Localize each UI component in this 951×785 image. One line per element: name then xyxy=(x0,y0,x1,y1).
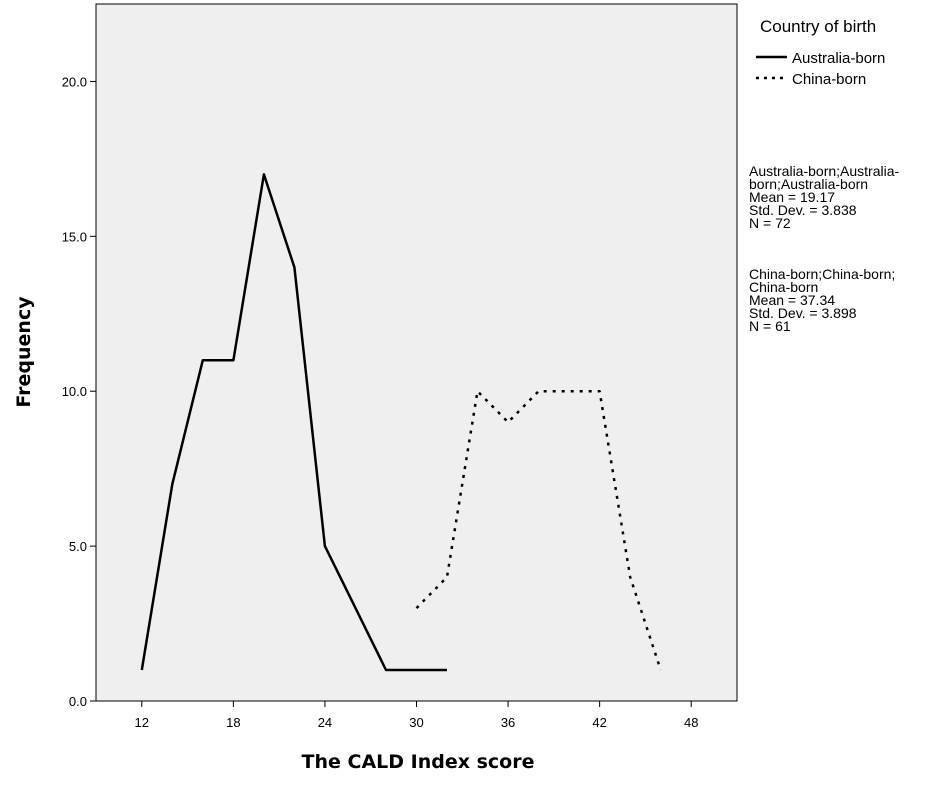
x-tick-label: 48 xyxy=(684,715,698,730)
x-tick-label: 36 xyxy=(501,715,515,730)
stats-mean: Mean = 19.17 xyxy=(749,189,836,205)
stats-box-china-born: China-born;China-born; China-born Mean =… xyxy=(749,266,949,334)
stats-line: Australia-born;Australia- xyxy=(749,163,900,179)
y-tick-label: 20.0 xyxy=(62,74,87,89)
y-tick-label: 5.0 xyxy=(69,539,87,554)
y-tick-label: 15.0 xyxy=(62,229,87,244)
x-tick-label: 24 xyxy=(318,715,332,730)
legend-title: Country of birth xyxy=(760,17,876,36)
stats-line: China-born;China-born; xyxy=(749,266,896,282)
legend: Country of birth Australia-born China-bo… xyxy=(756,17,885,88)
legend-label-china-born: China-born xyxy=(792,71,866,88)
stats-line: born;Australia-born xyxy=(749,176,869,192)
y-tick-label: 0.0 xyxy=(69,694,87,709)
x-tick-label: 12 xyxy=(135,715,149,730)
legend-label-australia-born: Australia-born xyxy=(792,50,885,67)
plot-background xyxy=(95,3,738,702)
stats-mean: Mean = 37.34 xyxy=(749,292,836,308)
series-line-australia-born xyxy=(140,173,447,672)
y-tick-label: 10.0 xyxy=(62,384,87,399)
stats-std-dev: Std. Dev. = 3.898 xyxy=(749,305,857,321)
stats-n: N = 61 xyxy=(749,318,791,334)
y-axis-title: Frequency xyxy=(13,296,35,408)
x-tick-label: 18 xyxy=(226,715,240,730)
stats-std-dev: Std. Dev. = 3.838 xyxy=(749,202,857,218)
x-axis-title: The CALD Index score xyxy=(302,751,535,773)
stats-box-australia-born: Australia-born;Australia- born;Australia… xyxy=(749,163,949,231)
x-tick-label: 42 xyxy=(592,715,606,730)
series-layer xyxy=(140,173,662,672)
stats-n: N = 72 xyxy=(749,215,791,231)
stats-line: China-born xyxy=(749,279,819,295)
x-tick-label: 30 xyxy=(409,715,423,730)
axes: 12 18 24 30 36 42 48 0.0 5.0 10.0 15.0 20.0 xyxy=(62,74,699,730)
series-line-china-born xyxy=(415,389,662,671)
